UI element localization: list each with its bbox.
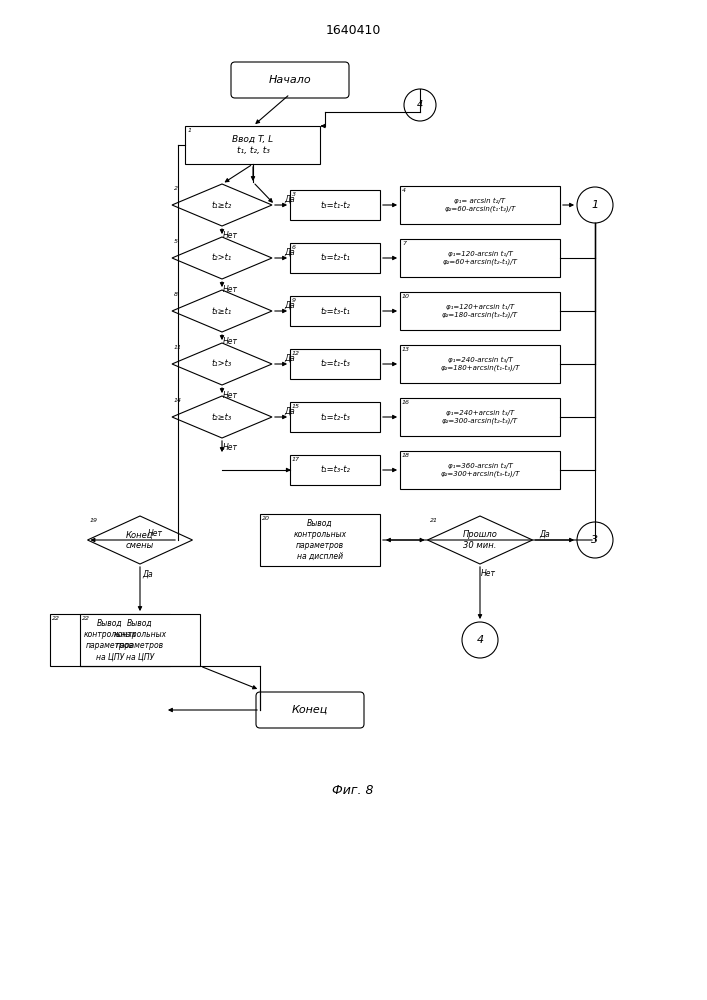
Text: 10: 10 (402, 294, 410, 299)
Text: 1: 1 (592, 200, 599, 210)
Text: t₂=t₁-t₃: t₂=t₁-t₃ (320, 360, 350, 368)
Bar (400, 345, 560, 383)
Text: t₃≥t₁: t₃≥t₁ (212, 306, 232, 316)
FancyBboxPatch shape (256, 692, 364, 728)
Bar (400, 451, 560, 489)
Bar (290, 402, 380, 432)
Text: 3: 3 (292, 192, 296, 197)
Bar (290, 296, 380, 326)
Text: 2: 2 (174, 186, 178, 191)
Text: 18: 18 (402, 453, 410, 458)
Text: Вывод
контрольных
параметров
на ЦПУ: Вывод контрольных параметров на ЦПУ (113, 619, 167, 661)
Text: 17: 17 (292, 457, 300, 462)
Text: t₂>t₁: t₂>t₁ (212, 253, 232, 262)
Text: φ₁=120-arcsin t₁/T
φ₂=60+arcsin(t₂-t₁)/T: φ₁=120-arcsin t₁/T φ₂=60+arcsin(t₂-t₁)/T (443, 251, 518, 265)
Text: 6: 6 (292, 245, 296, 250)
Text: Вывод
контрольных
параметров
на ЦПУ: Вывод контрольных параметров на ЦПУ (83, 619, 136, 661)
Bar (260, 514, 380, 566)
Text: t₁≥t₂: t₁≥t₂ (212, 200, 232, 210)
Text: Нет: Нет (148, 530, 163, 538)
Text: 20: 20 (262, 516, 270, 521)
Text: Прошло
30 мин.: Прошло 30 мин. (462, 530, 498, 550)
Text: 22: 22 (52, 616, 60, 621)
Bar (290, 349, 380, 379)
Text: Нет: Нет (223, 338, 238, 347)
Polygon shape (172, 237, 272, 279)
Polygon shape (172, 396, 272, 438)
Polygon shape (428, 516, 532, 564)
Text: t₁=t₂-t₃: t₁=t₂-t₃ (320, 412, 350, 422)
Bar (400, 292, 560, 330)
Text: φ₁=120+arcsin t₁/T
φ₂=180-arcsin(t₃-t₂)/T: φ₁=120+arcsin t₁/T φ₂=180-arcsin(t₃-t₂)/… (442, 304, 518, 318)
Text: 22: 22 (82, 616, 90, 621)
Text: Нет: Нет (223, 390, 238, 399)
Text: Ввод T, L
t₁, t₂, t₃: Ввод T, L t₁, t₂, t₃ (233, 135, 274, 155)
Text: Да: Да (285, 354, 296, 362)
Text: t₃=t₁-t₂: t₃=t₁-t₂ (320, 200, 350, 210)
Bar (290, 455, 380, 485)
Text: 4: 4 (402, 188, 406, 193)
Text: φ₁=360-arcsin t₂/T
φ₂=300+arcsin(t₃-t₂)/T: φ₁=360-arcsin t₂/T φ₂=300+arcsin(t₃-t₂)/… (440, 463, 520, 477)
FancyBboxPatch shape (231, 62, 349, 98)
Text: t₁=t₃-t₂: t₁=t₃-t₂ (320, 466, 350, 475)
Text: φ₁=240-arcsin t₃/T
φ₂=180+arcsin(t₁-t₃)/T: φ₁=240-arcsin t₃/T φ₂=180+arcsin(t₁-t₃)/… (440, 357, 520, 371)
Text: Нет: Нет (481, 570, 496, 578)
Text: 12: 12 (292, 351, 300, 356)
Text: 1: 1 (187, 128, 192, 133)
Text: 8: 8 (174, 292, 178, 297)
Bar (80, 614, 200, 666)
Text: 4: 4 (417, 100, 423, 110)
Text: 13: 13 (402, 347, 410, 352)
Text: 7: 7 (402, 241, 406, 246)
Text: Нет: Нет (223, 284, 238, 294)
Text: Начало: Начало (269, 75, 311, 85)
Text: Да: Да (539, 530, 550, 538)
Circle shape (577, 187, 613, 223)
Text: Да: Да (285, 194, 296, 204)
Text: 3: 3 (592, 535, 599, 545)
Text: t₁>t₃: t₁>t₃ (212, 360, 232, 368)
Text: Да: Да (285, 247, 296, 256)
Bar (50, 614, 170, 666)
Bar (290, 243, 380, 273)
Text: 14: 14 (174, 398, 182, 403)
Bar (185, 126, 320, 164)
Text: 16: 16 (402, 400, 410, 405)
Text: Фиг. 8: Фиг. 8 (332, 784, 374, 796)
Circle shape (462, 622, 498, 658)
Text: Вывод
контрольных
параметров
на дисплей: Вывод контрольных параметров на дисплей (293, 519, 346, 561)
Text: t₂=t₃-t₁: t₂=t₃-t₁ (320, 306, 350, 316)
Text: 11: 11 (174, 345, 182, 350)
Circle shape (577, 522, 613, 558)
Text: Нет: Нет (223, 232, 238, 240)
Text: 9: 9 (292, 298, 296, 303)
Polygon shape (172, 290, 272, 332)
Text: Конец: Конец (292, 705, 328, 715)
Bar (400, 239, 560, 277)
Text: 5: 5 (174, 239, 178, 244)
Polygon shape (172, 184, 272, 226)
Circle shape (404, 89, 436, 121)
Text: Конец
смены: Конец смены (126, 530, 154, 550)
Text: φ₁= arcsin t₂/T
φ₂=60-arcsin(t₁·t₂)/T: φ₁= arcsin t₂/T φ₂=60-arcsin(t₁·t₂)/T (445, 198, 515, 212)
Text: 4: 4 (477, 635, 484, 645)
Text: t₂≥t₃: t₂≥t₃ (212, 412, 232, 422)
Text: 15: 15 (292, 404, 300, 409)
Bar (400, 398, 560, 436)
Text: 1640410: 1640410 (325, 23, 380, 36)
Polygon shape (88, 516, 192, 564)
Text: Да: Да (285, 406, 296, 416)
Text: Нет: Нет (223, 444, 238, 452)
Text: 19: 19 (90, 518, 98, 523)
Text: t₃=t₂-t₁: t₃=t₂-t₁ (320, 253, 350, 262)
Polygon shape (172, 343, 272, 385)
Text: 21: 21 (429, 518, 438, 523)
Text: Да: Да (285, 300, 296, 310)
Text: φ₁=240+arcsin t₃/T
φ₂=300-arcsin(t₂-t₃)/T: φ₁=240+arcsin t₃/T φ₂=300-arcsin(t₂-t₃)/… (442, 410, 518, 424)
Bar (400, 186, 560, 224)
Bar (290, 190, 380, 220)
Text: Да: Да (143, 570, 153, 578)
